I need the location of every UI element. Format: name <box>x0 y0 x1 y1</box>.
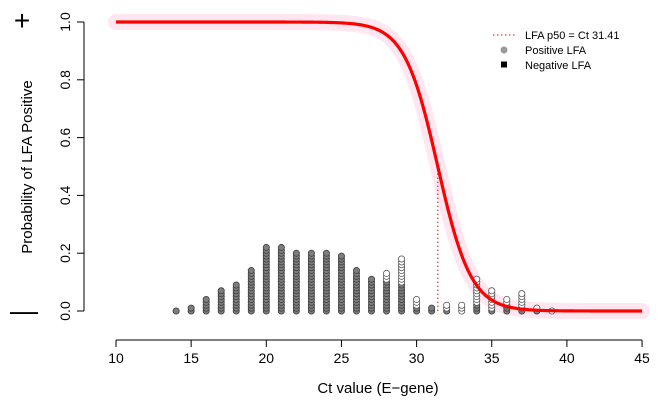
x-tick-label: 10 <box>108 350 124 366</box>
negative-lfa-point <box>518 290 526 298</box>
negative-lfa-point <box>443 301 451 309</box>
x-tick-label: 15 <box>183 350 199 366</box>
x-axis-label: Ct value (E−gene) <box>317 380 438 397</box>
positive-lfa-point <box>247 267 255 275</box>
positive-lfa-point <box>368 275 376 283</box>
fit-curve <box>116 20 643 313</box>
positive-lfa-point <box>307 249 315 257</box>
legend-p50-label: LFA p50 = Ct 31.41 <box>525 30 620 42</box>
positive-lfa-point <box>232 281 240 289</box>
legend: LFA p50 = Ct 31.41 Positive LFA Negative… <box>493 30 620 72</box>
positive-lfa-point <box>292 249 300 257</box>
positive-lfa-point <box>337 252 345 260</box>
legend-positive-swatch <box>500 46 508 54</box>
positive-lfa-point <box>352 267 360 275</box>
y-tick-label: 1.0 <box>57 12 73 32</box>
positive-lfa-point <box>428 304 436 312</box>
y-tick-label: 0.8 <box>57 70 73 90</box>
legend-negative-label: Negative LFA <box>525 60 592 72</box>
legend-negative-swatch <box>501 61 507 68</box>
negative-lfa-point <box>458 301 466 309</box>
positive-lfa-point <box>262 243 270 251</box>
positive-lfa-point <box>202 295 210 303</box>
negative-lfa-point <box>488 287 496 295</box>
tick-labels: 10 15 20 25 30 35 40 45 0.0 0.2 0.4 0.6 0.8 1.0 <box>57 12 650 366</box>
data-points <box>172 243 556 315</box>
x-tick-label: 35 <box>484 350 500 366</box>
x-tick-label: 30 <box>409 350 425 366</box>
y-tick-label: 0.2 <box>57 243 73 263</box>
legend-positive-label: Positive LFA <box>525 45 587 57</box>
positive-lfa-point <box>217 287 225 295</box>
fit-curve-layer <box>116 20 643 313</box>
negative-lfa-point <box>503 295 511 303</box>
plus-side-label: + <box>14 5 30 36</box>
y-axis-label: Probability of LFA Positive <box>19 80 36 253</box>
x-tick-label: 20 <box>259 350 275 366</box>
axes <box>77 21 643 347</box>
positive-lfa-point <box>187 304 195 312</box>
y-tick-label: 0.4 <box>57 185 73 205</box>
negative-lfa-point <box>398 255 406 263</box>
minus-side-label: — <box>10 295 38 326</box>
y-tick-label: 0.0 <box>57 301 73 321</box>
y-tick-label: 0.6 <box>57 128 73 148</box>
x-tick-label: 45 <box>634 350 650 366</box>
negative-lfa-point <box>383 269 391 277</box>
x-tick-label: 25 <box>334 350 350 366</box>
x-tick-label: 40 <box>559 350 575 366</box>
negative-lfa-point <box>413 295 421 303</box>
positive-lfa-point <box>172 307 180 315</box>
positive-lfa-point <box>277 243 285 251</box>
positive-lfa-point <box>322 249 330 257</box>
